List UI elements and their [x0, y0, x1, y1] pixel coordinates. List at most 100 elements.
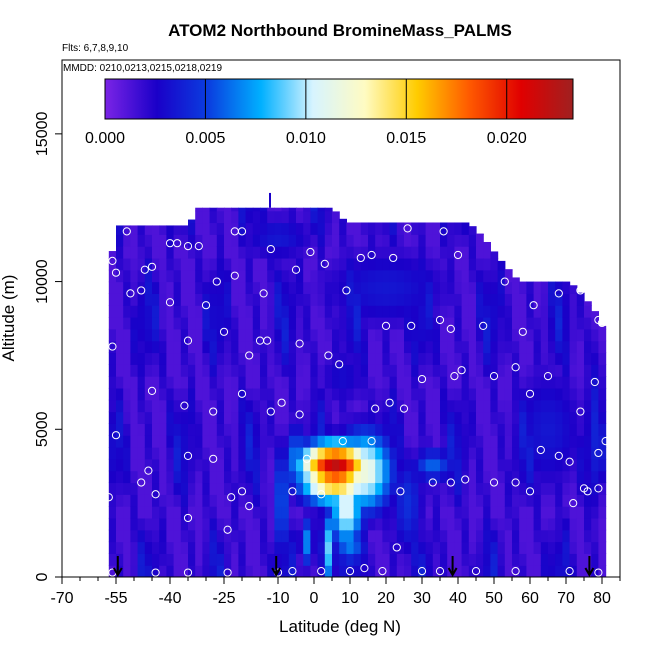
heatmap-cell [332, 257, 340, 271]
heatmap-cell [260, 529, 268, 543]
heatmap-cell [152, 411, 160, 424]
heatmap-cell [310, 210, 319, 224]
heatmap-cell [159, 364, 167, 377]
heatmap-cell [180, 458, 189, 472]
heatmap-cell [123, 541, 131, 554]
heatmap-cell [526, 364, 535, 377]
heatmap-cell [468, 494, 477, 507]
heatmap-cell [245, 269, 254, 283]
sample-point [230, 271, 239, 280]
heatmap-cell [598, 352, 607, 365]
heatmap-cell [476, 458, 484, 472]
heatmap-cell [317, 328, 326, 342]
heatmap-cell [382, 494, 391, 507]
heatmap-cell [267, 207, 275, 212]
heatmap-cell [108, 470, 117, 484]
heatmap-cell [216, 494, 225, 507]
heatmap-cell [231, 458, 239, 472]
heatmap-cell [440, 506, 448, 519]
heatmap-cell [483, 517, 491, 531]
heatmap-cell [202, 517, 211, 531]
heatmap-cell [360, 506, 369, 519]
heatmap-cell [224, 293, 232, 306]
heatmap-cell [454, 269, 463, 283]
sample-point [525, 487, 535, 496]
heatmap-cell [432, 517, 441, 531]
heatmap-cell [130, 376, 139, 389]
heatmap-cell [454, 494, 463, 507]
heatmap-cell [238, 305, 247, 318]
heatmap-cell [202, 210, 211, 224]
heatmap-cell [296, 269, 304, 283]
heatmap-cell [540, 387, 549, 401]
heatmap-cell [166, 494, 175, 507]
heatmap-cell [461, 352, 470, 365]
heatmap-cell [267, 541, 275, 554]
heatmap-cell [396, 387, 405, 401]
heatmap-cell [180, 225, 189, 235]
heatmap-cell [353, 364, 362, 377]
heatmap-cell [461, 470, 470, 484]
heatmap-cell [591, 494, 599, 507]
heatmap-cell [440, 328, 448, 342]
heatmap-cell [555, 541, 563, 554]
heatmap-cell [224, 387, 232, 401]
heatmap-cell [512, 529, 520, 543]
heatmap-cell [353, 482, 362, 495]
heatmap-cell [591, 435, 599, 448]
heatmap-cell [123, 328, 131, 342]
heatmap-cell [490, 328, 499, 342]
heatmap-cell [310, 470, 319, 484]
heatmap-cell [260, 506, 268, 519]
heatmap-cell [152, 447, 160, 460]
heatmap-cell [375, 423, 383, 436]
heatmap-cell [281, 482, 290, 495]
sample-point [450, 372, 459, 381]
heatmap-cell [504, 482, 513, 495]
heatmap-cell [252, 246, 261, 259]
heatmap-cell [490, 565, 499, 577]
heatmap-cell [468, 352, 477, 365]
heatmap-cell [144, 565, 153, 577]
heatmap-cell [346, 340, 355, 354]
x-tick-label: -10 [266, 590, 289, 607]
heatmap-cell [519, 553, 527, 566]
heatmap-cell [123, 565, 131, 577]
heatmap-cell [519, 281, 527, 294]
heatmap-cell [476, 470, 484, 484]
heatmap-cell [540, 411, 549, 424]
heatmap-cell [425, 305, 434, 318]
heatmap-cell [288, 317, 297, 330]
heatmap-cell [303, 506, 311, 519]
heatmap-cell [202, 328, 211, 342]
heatmap-cell [425, 281, 434, 294]
heatmap-cell [368, 423, 376, 436]
heatmap-cell [231, 494, 239, 507]
heatmap-cell [238, 541, 247, 554]
heatmap-cell [324, 387, 333, 401]
heatmap-cell [512, 328, 520, 342]
heatmap-cell [425, 328, 434, 342]
heatmap-cell [504, 423, 513, 436]
heatmap-cell [245, 553, 254, 566]
heatmap-cell [137, 293, 146, 306]
heatmap-cell [533, 435, 542, 448]
heatmap-cell [188, 482, 196, 495]
heatmap-cell [173, 529, 182, 543]
heatmap-cell [152, 506, 160, 519]
heatmap-cell [461, 234, 470, 247]
heatmap-cell [360, 423, 369, 436]
heatmap-cell [404, 470, 412, 484]
heatmap-cell [504, 281, 513, 294]
heatmap-cell [490, 470, 499, 484]
heatmap-cell [195, 447, 203, 460]
heatmap-cell [346, 435, 355, 448]
heatmap-cell [144, 423, 153, 436]
heatmap-cell [180, 328, 189, 342]
heatmap-cell [540, 458, 549, 472]
sample-point [389, 253, 398, 263]
sample-point [126, 289, 135, 298]
heatmap-cell [195, 506, 203, 519]
heatmap-cell [396, 470, 405, 484]
heatmap-cell [353, 328, 362, 342]
